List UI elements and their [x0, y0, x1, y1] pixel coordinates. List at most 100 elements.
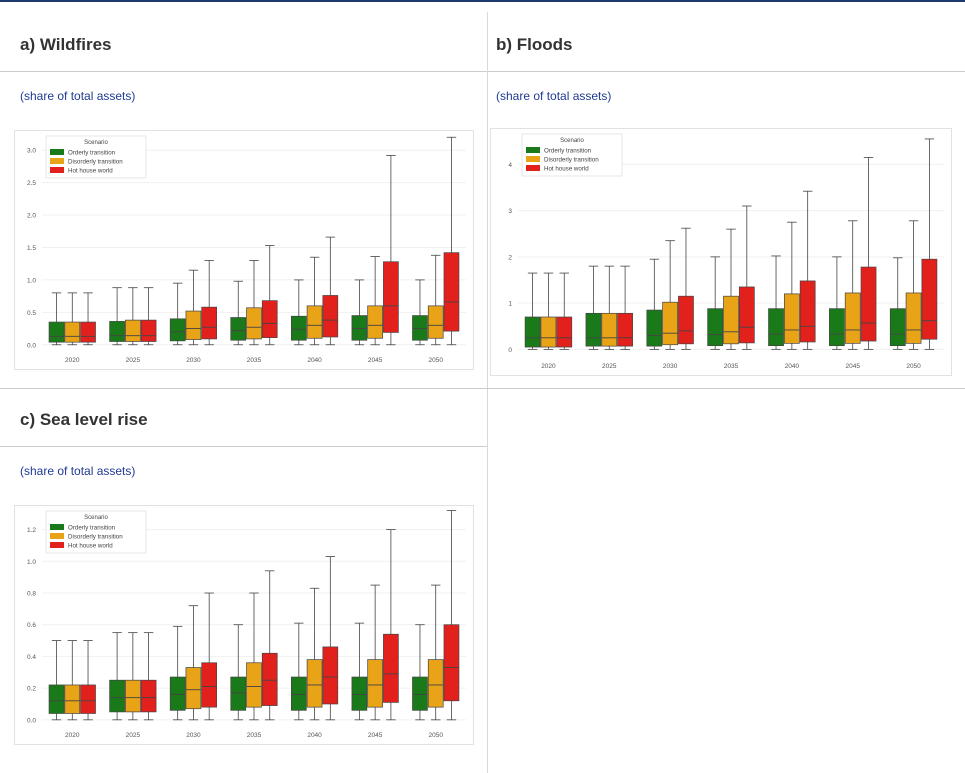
panel-title: a) Wildfires — [0, 18, 487, 72]
y-tick-label: 0.4 — [27, 654, 36, 661]
row-divider — [0, 388, 965, 389]
panel-title: b) Floods — [488, 18, 965, 72]
top-accent-line — [0, 0, 965, 2]
x-tick-label: 2035 — [724, 363, 739, 370]
box-disorderly-transition — [427, 305, 444, 339]
box-hot-house-world — [860, 266, 877, 342]
box-hot-house-world — [80, 684, 96, 714]
x-tick-label: 2040 — [307, 732, 322, 739]
box-hot-house-world — [140, 319, 157, 342]
y-tick-label: 1 — [508, 301, 512, 308]
box-disorderly-transition — [367, 659, 383, 708]
legend-swatch — [526, 165, 540, 171]
box-disorderly-transition — [246, 307, 262, 340]
legend-label: Disorderly transition — [68, 159, 123, 166]
box-hot-house-world — [738, 286, 755, 344]
x-tick-label: 2035 — [247, 732, 262, 739]
y-tick-label: 1.0 — [27, 277, 36, 284]
y-tick-label: 0.0 — [27, 342, 36, 349]
x-tick-label: 2045 — [368, 732, 383, 739]
box-disorderly-transition — [306, 659, 323, 708]
box-orderly-transition — [412, 676, 428, 711]
box-disorderly-transition — [64, 684, 81, 714]
panel-title: c) Sea level rise — [0, 393, 487, 447]
box-hot-house-world — [617, 312, 633, 347]
box-disorderly-transition — [185, 667, 202, 710]
box-orderly-transition — [109, 679, 125, 713]
box-hot-house-world — [383, 261, 399, 333]
box-hot-house-world — [322, 295, 339, 338]
x-tick-label: 2025 — [126, 732, 141, 739]
box-orderly-transition — [230, 317, 247, 341]
y-tick-label: 2 — [508, 254, 512, 261]
box-disorderly-transition — [905, 292, 922, 344]
chart-floods: 0 1 2 3 4 2020 2025 2030 2035 2040 2045 2050 Scenari… — [490, 128, 952, 376]
chart-wildfires: 0.0 0.5 1.0 1.5 2.0 2.5 3.0 2020 2025 2030 2035 204… — [14, 130, 474, 370]
legend-label: Orderly transition — [68, 150, 116, 157]
box-disorderly-transition — [306, 305, 323, 339]
y-tick-label: 2.0 — [27, 213, 36, 220]
box-disorderly-transition — [185, 310, 202, 340]
box-disorderly-transition — [723, 295, 739, 345]
y-tick-label: 0.5 — [27, 310, 36, 317]
y-tick-label: 0.6 — [27, 622, 36, 629]
x-tick-label: 2035 — [247, 357, 262, 364]
legend-title: Scenario — [84, 515, 108, 521]
x-tick-label: 2025 — [126, 357, 141, 364]
box-hot-house-world — [443, 252, 460, 332]
legend-swatch — [50, 158, 64, 164]
y-tick-label: 0.8 — [27, 591, 36, 598]
y-tick-label: 0.2 — [27, 686, 36, 693]
box-orderly-transition — [109, 321, 125, 342]
box-hot-house-world — [261, 300, 278, 338]
x-tick-label: 2020 — [541, 363, 556, 370]
y-tick-label: 4 — [508, 162, 512, 169]
legend-label: Disorderly transition — [68, 534, 123, 541]
legend-title: Scenario — [560, 138, 584, 144]
box-disorderly-transition — [125, 319, 141, 342]
box-orderly-transition — [48, 684, 65, 714]
y-tick-label: 1.5 — [27, 245, 36, 252]
legend-label: Orderly transition — [68, 525, 116, 532]
legend-label: Hot house world — [68, 168, 113, 175]
box-orderly-transition — [351, 315, 368, 341]
box-hot-house-world — [201, 306, 218, 340]
y-tick-label: 3.0 — [27, 148, 36, 155]
box-disorderly-transition — [540, 316, 557, 348]
box-disorderly-transition — [246, 662, 262, 708]
legend-swatch — [50, 149, 64, 155]
y-tick-label: 3 — [508, 208, 512, 215]
box-hot-house-world — [383, 633, 399, 703]
box-orderly-transition — [412, 315, 428, 341]
box-orderly-transition — [646, 309, 663, 347]
box-hot-house-world — [921, 258, 938, 340]
x-tick-label: 2040 — [785, 363, 800, 370]
legend-swatch — [50, 533, 64, 539]
legend-swatch — [50, 167, 64, 173]
panel-subtitle: (share of total assets) — [496, 89, 612, 103]
y-tick-label: 1.0 — [27, 559, 36, 566]
box-orderly-transition — [768, 308, 784, 347]
box-orderly-transition — [707, 308, 724, 347]
panel-sea-level-rise: c) Sea level rise (share of total assets… — [0, 393, 487, 478]
legend-swatch — [50, 524, 64, 530]
box-hot-house-world — [678, 295, 694, 345]
column-divider — [487, 12, 488, 773]
legend-label: Disorderly transition — [544, 157, 599, 164]
y-tick-label: 0 — [508, 347, 512, 354]
x-tick-label: 2030 — [186, 357, 201, 364]
box-orderly-transition — [290, 676, 307, 711]
legend-swatch — [526, 156, 540, 162]
x-tick-label: 2050 — [428, 357, 443, 364]
box-hot-house-world — [322, 646, 339, 705]
legend-swatch — [526, 147, 540, 153]
box-disorderly-transition — [783, 293, 800, 344]
box-disorderly-transition — [601, 312, 618, 347]
box-orderly-transition — [169, 676, 186, 711]
box-orderly-transition — [829, 308, 845, 347]
box-hot-house-world — [140, 679, 157, 713]
panel-subtitle: (share of total assets) — [20, 464, 136, 478]
box-disorderly-transition — [64, 321, 81, 343]
box-orderly-transition — [585, 312, 602, 347]
y-tick-label: 2.5 — [27, 180, 36, 187]
